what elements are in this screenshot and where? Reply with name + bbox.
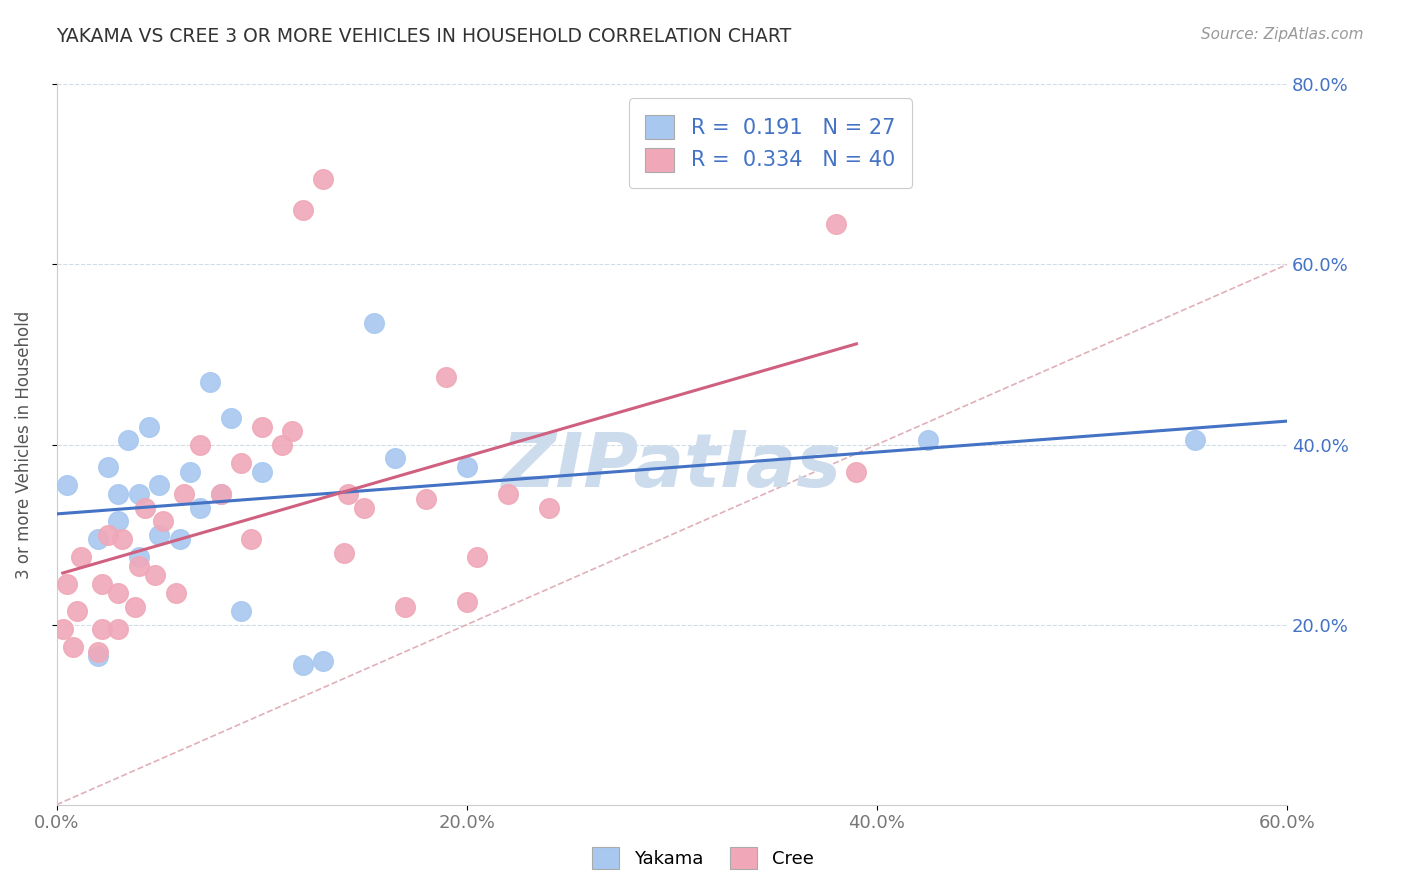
Point	[200, 375, 222, 389]
Point	[138, 419, 160, 434]
Point	[173, 487, 195, 501]
Point	[188, 500, 211, 515]
Point	[456, 460, 478, 475]
Point	[107, 622, 129, 636]
Point	[537, 500, 560, 515]
Point	[456, 595, 478, 609]
Point	[128, 559, 150, 574]
Point	[231, 604, 253, 618]
Point	[56, 577, 79, 591]
Point	[52, 622, 75, 636]
Point	[62, 640, 84, 654]
Point	[250, 419, 273, 434]
Point	[152, 514, 174, 528]
Point	[169, 532, 191, 546]
Point	[179, 465, 201, 479]
Point	[209, 487, 232, 501]
Point	[291, 658, 314, 673]
Point	[281, 424, 304, 438]
Point	[465, 550, 488, 565]
Point	[250, 465, 273, 479]
Point	[86, 645, 108, 659]
Point	[240, 532, 263, 546]
Point	[107, 586, 129, 600]
Point	[312, 654, 335, 668]
Point	[117, 433, 139, 447]
Point	[86, 532, 108, 546]
Point	[165, 586, 187, 600]
Point	[291, 203, 314, 218]
Point	[825, 217, 848, 231]
Point	[496, 487, 519, 501]
Point	[332, 546, 354, 560]
Point	[209, 487, 232, 501]
Text: YAKAMA VS CREE 3 OR MORE VEHICLES IN HOUSEHOLD CORRELATION CHART: YAKAMA VS CREE 3 OR MORE VEHICLES IN HOU…	[56, 27, 792, 45]
Point	[336, 487, 359, 501]
Point	[128, 487, 150, 501]
Point	[415, 491, 437, 506]
Point	[148, 478, 170, 492]
Point	[134, 500, 156, 515]
Point	[363, 316, 385, 330]
Point	[271, 437, 294, 451]
Point	[107, 514, 129, 528]
Point	[90, 577, 112, 591]
Point	[97, 460, 120, 475]
Point	[56, 478, 79, 492]
Point	[1184, 433, 1206, 447]
Point	[219, 410, 242, 425]
Point	[86, 649, 108, 664]
Legend: R =  0.191   N = 27, R =  0.334   N = 40: R = 0.191 N = 27, R = 0.334 N = 40	[628, 98, 912, 188]
Legend: Yakama, Cree: Yakama, Cree	[583, 838, 823, 879]
Point	[434, 370, 457, 384]
Point	[231, 456, 253, 470]
Point	[97, 527, 120, 541]
Point	[312, 172, 335, 186]
Point	[143, 568, 166, 582]
Text: ZIPatlas: ZIPatlas	[502, 430, 842, 503]
Point	[128, 550, 150, 565]
Point	[917, 433, 939, 447]
Point	[384, 451, 406, 466]
Point	[111, 532, 134, 546]
Point	[353, 500, 375, 515]
Point	[107, 487, 129, 501]
Point	[124, 599, 146, 614]
Point	[90, 622, 112, 636]
Point	[66, 604, 89, 618]
Text: Source: ZipAtlas.com: Source: ZipAtlas.com	[1201, 27, 1364, 42]
Point	[394, 599, 416, 614]
Y-axis label: 3 or more Vehicles in Household: 3 or more Vehicles in Household	[15, 310, 32, 579]
Point	[188, 437, 211, 451]
Point	[70, 550, 93, 565]
Point	[148, 527, 170, 541]
Point	[845, 465, 868, 479]
